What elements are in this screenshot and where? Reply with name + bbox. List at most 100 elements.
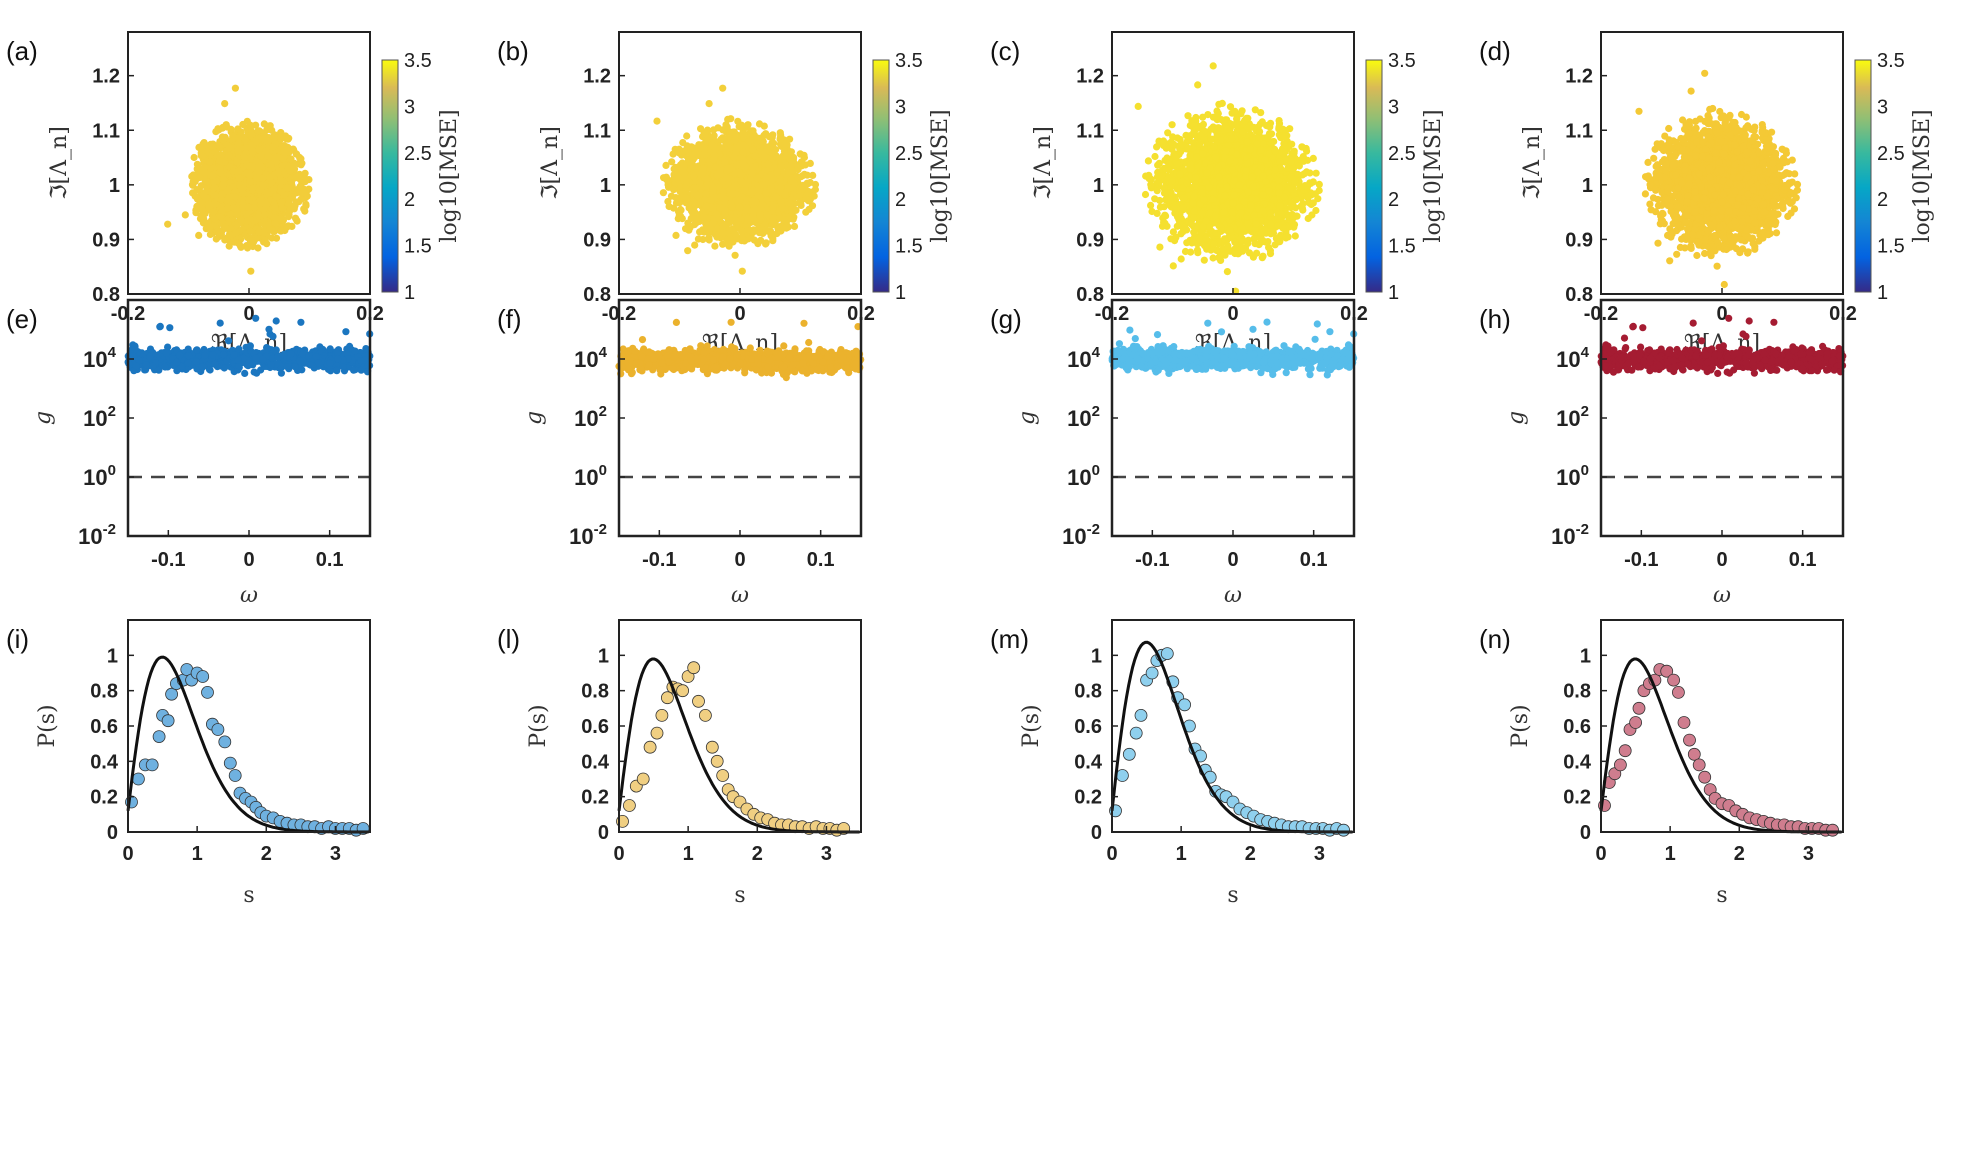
scatter-point (231, 193, 239, 201)
scatter-point (781, 142, 789, 150)
scatter-point (794, 165, 802, 173)
scatter-point (697, 125, 705, 133)
scatter-point (739, 130, 748, 138)
scatter-point (670, 204, 678, 212)
scatter-point (676, 212, 685, 220)
scatter-point (243, 244, 252, 252)
scatter-point (233, 206, 241, 214)
scatter-point (266, 174, 274, 182)
scatter-point (209, 208, 217, 216)
scatter-point (762, 226, 770, 234)
scatter-point (804, 189, 813, 197)
scatter-point (240, 153, 248, 161)
scatter-point (235, 174, 244, 182)
scatter-point (297, 195, 305, 203)
scatter-point (246, 171, 254, 179)
scatter-point (234, 125, 242, 133)
scatter-point (214, 125, 222, 133)
scatter-point (225, 242, 233, 250)
scatter-point (686, 223, 694, 232)
scatter-point (685, 200, 693, 208)
scatter-point (287, 155, 295, 163)
scatter-point (190, 153, 198, 162)
scatter-point (664, 181, 672, 189)
scatter-point (291, 214, 300, 222)
scatter-point (164, 220, 172, 228)
scatter-point (800, 170, 809, 178)
scatter-point (270, 185, 278, 194)
scatter-point (789, 155, 798, 163)
scatter-point (802, 195, 811, 203)
scatter-point (697, 151, 705, 159)
scatter-point (258, 174, 266, 182)
scatter-point (261, 236, 269, 244)
scatter-point (296, 170, 304, 178)
scatter-point (787, 199, 795, 207)
scatter-point (302, 202, 310, 210)
x-tick-label: 0 (243, 303, 254, 325)
colorbar-tick-label: 2.5 (404, 143, 432, 165)
scatter-point (764, 160, 772, 168)
scatter-point (797, 150, 805, 158)
scatter-point (250, 203, 259, 212)
scatter-point (787, 184, 795, 192)
scatter-point (285, 162, 293, 170)
scatter-point (681, 194, 690, 202)
scatter-point (736, 196, 744, 204)
y-tick-label: 0.8 (92, 284, 120, 306)
y-tick-label: 1.1 (92, 120, 120, 142)
scatter-point (755, 120, 764, 128)
scatter-point (205, 200, 213, 208)
scatter-point (709, 204, 717, 212)
scatter-point (769, 214, 777, 222)
scatter-point (255, 186, 264, 194)
scatter-point (261, 210, 269, 218)
scatter-point (200, 139, 208, 147)
colorbar-tick-label: 2 (404, 189, 415, 211)
scatter-point (260, 120, 268, 128)
colorbar-tick-label: 3.5 (404, 50, 432, 72)
scatter-point (299, 189, 307, 197)
scatter-point (245, 196, 253, 204)
scatter-point (731, 136, 739, 144)
scatter-point (254, 244, 262, 252)
scatter-point (257, 198, 265, 206)
scatter-point (773, 169, 781, 177)
scatter-point (233, 158, 241, 166)
scatter-point (198, 205, 206, 214)
scatter-point (272, 234, 281, 242)
panel-a: (a)-0.200.20.80.911.11.2ℜ[Λ_n]ℑ[Λ_n]11.5… (6, 31, 462, 356)
scatter-point (659, 189, 668, 197)
scatter-point (675, 145, 683, 153)
scatter-point (719, 229, 727, 237)
scatter-point (768, 134, 776, 142)
colorbar (381, 59, 399, 293)
scatter-point (211, 191, 219, 199)
colorbar-tick-label: 1.5 (404, 236, 432, 258)
scatter-point (777, 227, 785, 235)
scatter-point (243, 217, 251, 226)
colorbar-tick-label: 3 (404, 96, 415, 118)
scatter-point (246, 143, 254, 152)
scatter-point (749, 228, 757, 236)
scatter-point (690, 172, 698, 180)
y-axis-label: ℑ[Λ_n] (47, 126, 72, 200)
scatter-point (221, 236, 229, 244)
scatter-point (740, 237, 749, 245)
scatter-point (181, 211, 189, 219)
panel-b: (b)-0.2 0 0.20.80.911.11.2ℜ[Λ_n]ℑ[Λ_n]11.5… (497, 31, 953, 356)
scatter-point (653, 117, 661, 125)
scatter-point (198, 212, 206, 220)
scatter-point (201, 169, 209, 177)
scatter-point (713, 231, 721, 239)
scatter-point (229, 167, 237, 175)
scatter-point (802, 208, 810, 216)
scatter-point (701, 195, 709, 204)
scatter-point (705, 100, 713, 108)
scatter-point (724, 115, 732, 123)
scatter-point (787, 162, 795, 170)
scatter-point (735, 203, 744, 211)
scatter-point (729, 189, 737, 198)
scatter-point (778, 204, 786, 212)
